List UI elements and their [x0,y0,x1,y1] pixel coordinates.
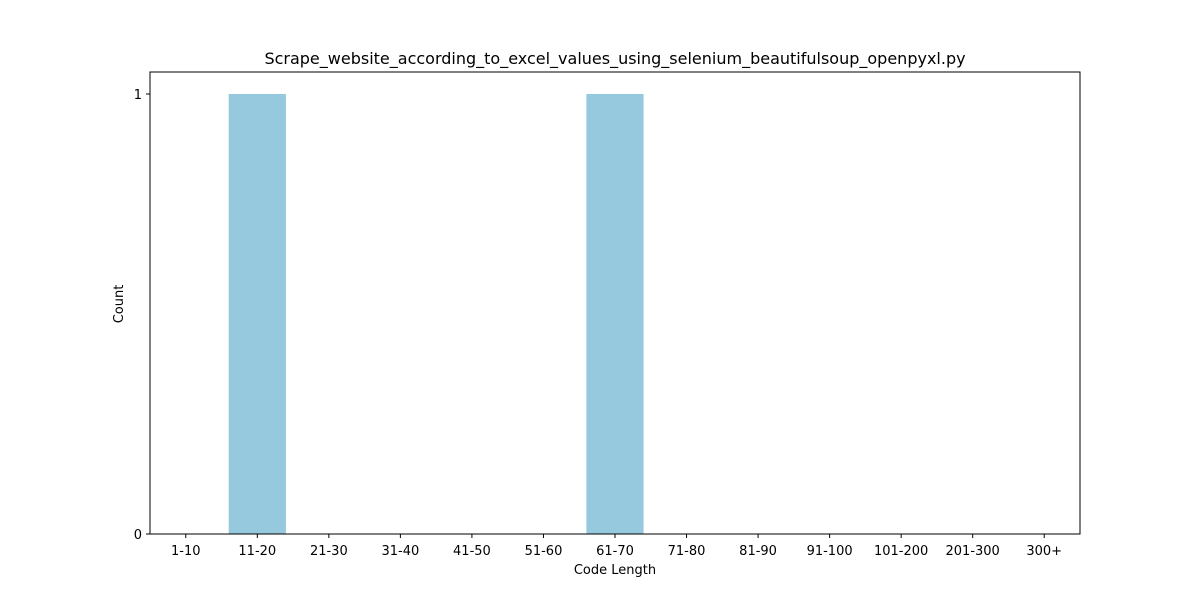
bars-layer [228,94,644,534]
plot-frame [149,71,1081,535]
x-tick-label: 91-100 [807,544,853,559]
x-tick-label: 101-200 [874,544,928,559]
x-axis-label: Code Length [574,563,656,578]
x-tick-label: 300+ [1026,544,1062,559]
bar-11-20 [228,94,286,534]
y-axis-label: Count [112,285,127,324]
x-tick-label: 71-80 [668,544,706,559]
x-tick-label: 11-20 [238,544,276,559]
x-tick-label: 81-90 [739,544,777,559]
x-tick-label: 51-60 [525,544,563,559]
ticks-layer: 1-10 11-20 21-30 31-40 41-50 51-60 61-70 71-80 8… [134,88,1062,559]
x-tick-label: 31-40 [381,544,419,559]
x-tick-label: 61-70 [596,544,634,559]
x-tick-label: 41-50 [453,544,491,559]
bar-61-70 [586,94,644,534]
chart-title: Scrape_website_according_to_excel_values… [264,49,965,69]
x-tick-label: 201-300 [946,544,1000,559]
y-tick-label: 0 [134,528,142,543]
y-tick-label: 1 [134,88,142,103]
x-tick-label: 21-30 [310,544,348,559]
x-tick-label: 1-10 [171,544,201,559]
